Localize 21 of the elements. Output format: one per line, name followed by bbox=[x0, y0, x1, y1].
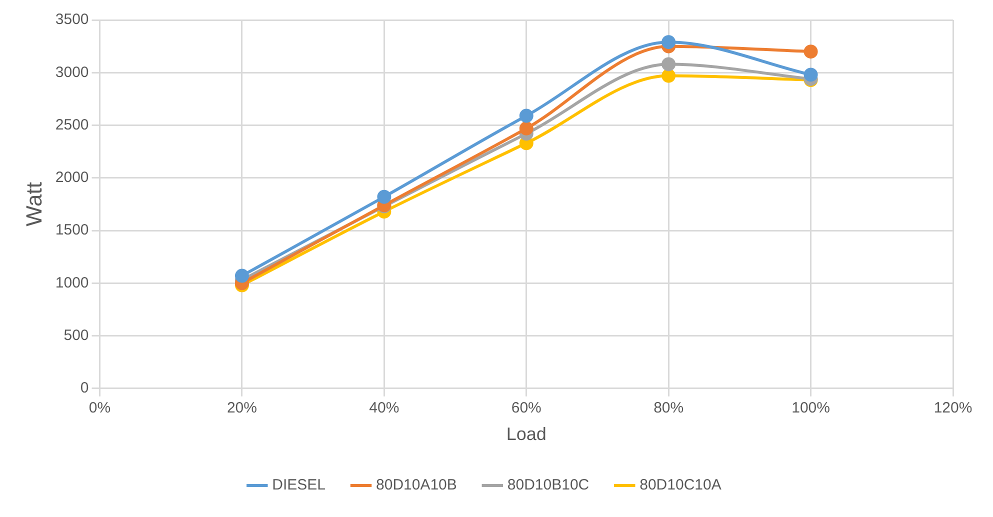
x-tick-label: 0% bbox=[88, 400, 111, 417]
y-tick-label: 2000 bbox=[55, 169, 89, 186]
x-tick-label: 20% bbox=[226, 400, 257, 417]
legend-label: 80D10A10B bbox=[376, 476, 457, 494]
y-tick-label: 500 bbox=[64, 326, 89, 344]
x-tick-label: 80% bbox=[654, 400, 684, 417]
y-axis-title: Watt bbox=[21, 182, 46, 226]
x-tick-label: 120% bbox=[934, 400, 972, 417]
y-tick-label: 1000 bbox=[55, 274, 89, 292]
legend-label: 80D10C10A bbox=[640, 476, 722, 494]
legend-label: DIESEL bbox=[272, 476, 326, 494]
legend-label: 80D10B10C bbox=[507, 476, 590, 494]
x-tick-label: 40% bbox=[369, 400, 400, 417]
x-axis-title: Load bbox=[506, 424, 546, 444]
y-tick-label: 2500 bbox=[55, 116, 89, 134]
x-tick-label: 60% bbox=[511, 400, 542, 417]
x-tick-label: 100% bbox=[792, 400, 830, 417]
y-tick-label: 3000 bbox=[55, 64, 89, 81]
y-tick-label: 3500 bbox=[55, 11, 89, 28]
y-tick-label: 1500 bbox=[55, 222, 89, 239]
y-tick-label: 0 bbox=[80, 380, 89, 397]
